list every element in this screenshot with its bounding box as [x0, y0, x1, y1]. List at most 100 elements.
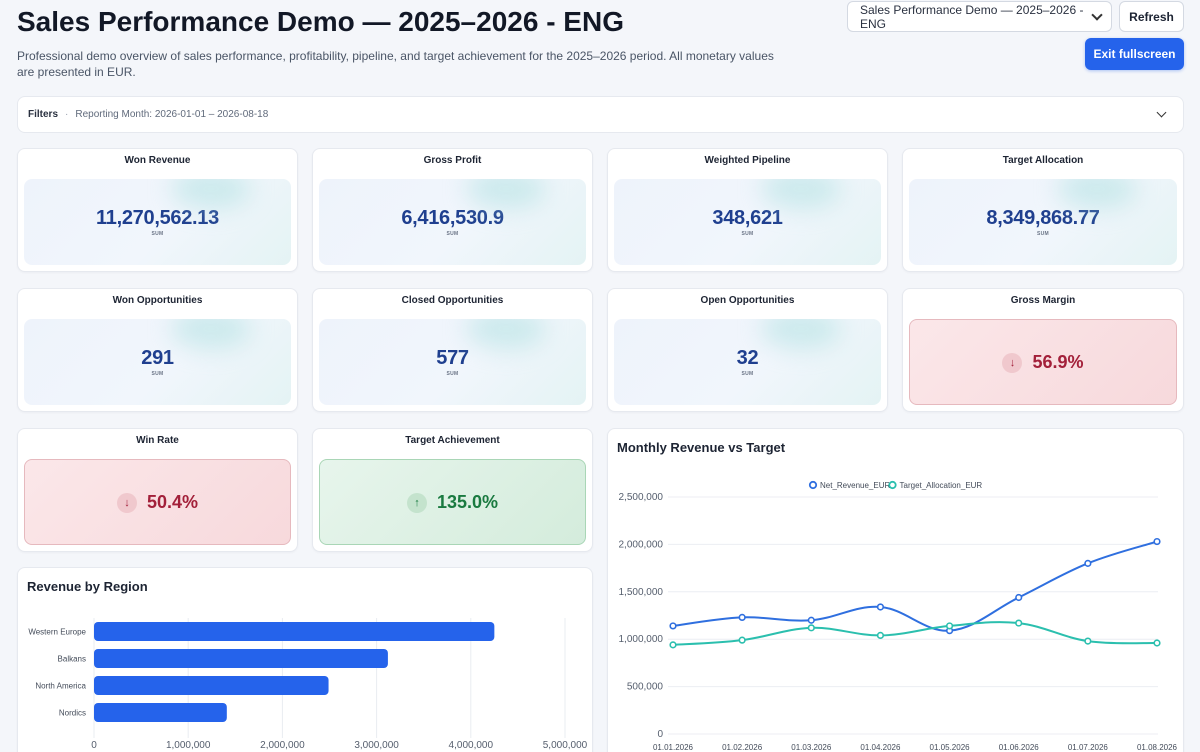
kpi-panel: 291 SUM — [24, 319, 291, 405]
kpi-aggregation-label: SUM — [151, 231, 164, 237]
monthly-revenue-vs-target-chart: 0 500,000 1,000,000 1,500,000 2,000,000 2,500… — [619, 480, 1178, 752]
kpi-panel: 6,416,530.9 SUM — [319, 179, 586, 265]
kpi-panel: 577 SUM — [319, 319, 586, 405]
chart-title: Monthly Revenue vs Target — [617, 440, 786, 455]
kpi-panel: 32 SUM — [614, 319, 881, 405]
kpi-value: 291 — [141, 347, 174, 369]
kpi-card-win-rate: Win Rate ↓ 50.4% — [17, 428, 298, 552]
filters-bar[interactable]: Filters · Reporting Month: 2026-01-01 – … — [17, 96, 1184, 133]
kpi-aggregation-label: SUM — [741, 231, 754, 237]
kpi-panel: ↑ 135.0% — [319, 459, 586, 545]
kpi-title: Target Allocation — [1002, 155, 1084, 166]
kpi-value: 348,621 — [712, 207, 783, 229]
data-point — [1015, 619, 1023, 627]
kpi-aggregation-label: SUM — [446, 231, 459, 237]
x-tick-label: 01.06.2026 — [999, 743, 1040, 752]
data-point — [669, 622, 677, 630]
data-point — [738, 636, 746, 644]
kpi-aggregation-label: SUM — [741, 371, 754, 377]
kpi-title: Closed Opportunities — [401, 295, 504, 306]
chart-title: Revenue by Region — [27, 579, 148, 594]
bar — [94, 649, 388, 668]
exit-fullscreen-button[interactable]: Exit fullscreen — [1085, 38, 1184, 70]
kpi-card-gross-margin: Gross Margin ↓ 56.9% — [902, 288, 1184, 412]
kpi-delta: ↑ 135.0% — [320, 492, 585, 513]
bar — [94, 622, 495, 641]
x-tick-label: 2,000,000 — [260, 740, 305, 751]
data-point — [1153, 537, 1161, 546]
y-tick-label: 1,000,000 — [619, 634, 664, 645]
x-tick-label: 5,000,000 — [543, 740, 588, 751]
kpi-card-won-opportunities: Won Opportunities 291 SUM — [17, 288, 298, 412]
data-point — [738, 613, 746, 621]
series-line — [672, 540, 1158, 632]
kpi-card-closed-opportunities: Closed Opportunities 577 SUM — [312, 288, 593, 412]
kpi-title: Gross Margin — [1010, 295, 1076, 306]
kpi-value: 50.4% — [146, 492, 199, 512]
filters-summary: Reporting Month: 2026-01-01 – 2026-08-18 — [75, 109, 269, 120]
kpi-card-open-opportunities: Open Opportunities 32 SUM — [607, 288, 888, 412]
arrow-up-icon: ↑ — [406, 492, 427, 513]
page-subtitle: Professional demo overview of sales perf… — [17, 49, 774, 79]
dashboard-select-value: Sales Performance Demo — 2025–2026 - ENG — [860, 2, 1084, 31]
monthly-revenue-vs-target-card: Monthly Revenue vs Target 0 500,000 1,000,… — [607, 428, 1184, 752]
kpi-panel: ↓ 50.4% — [24, 459, 291, 545]
y-category-label: Balkans — [58, 655, 86, 664]
revenue-by-region-chart: 0 1,000,000 2,000,000 3,000,000 4,000,000 5,0… — [28, 618, 588, 751]
data-point — [876, 631, 885, 640]
data-point — [1153, 639, 1161, 647]
series-line — [672, 621, 1158, 646]
x-tick-label: 01.05.2026 — [930, 743, 971, 752]
data-point — [1084, 637, 1092, 645]
y-tick-label: 1,500,000 — [619, 587, 664, 598]
kpi-title: Weighted Pipeline — [704, 155, 791, 166]
kpi-title: Gross Profit — [423, 155, 482, 166]
kpi-value: 135.0% — [436, 492, 499, 512]
kpi-value: 11,270,562.13 — [96, 207, 219, 229]
y-category-label: Nordics — [59, 709, 86, 718]
kpi-card-target-allocation: Target Allocation 8,349,868.77 SUM — [902, 148, 1184, 272]
kpi-title: Won Opportunities — [112, 295, 203, 306]
kpi-value: 32 — [736, 347, 759, 369]
refresh-button[interactable]: Refresh — [1119, 1, 1184, 32]
kpi-title: Open Opportunities — [700, 295, 795, 306]
x-tick-label: 0 — [91, 740, 97, 751]
kpi-card-gross-profit: Gross Profit 6,416,530.9 SUM — [312, 148, 593, 272]
data-point — [1015, 593, 1023, 602]
kpi-delta: ↓ 56.9% — [910, 352, 1176, 373]
kpi-title: Win Rate — [136, 435, 179, 446]
x-tick-label: 01.02.2026 — [722, 743, 763, 752]
legend-marker — [888, 480, 897, 490]
y-tick-label: 2,000,000 — [619, 539, 664, 550]
kpi-aggregation-label: SUM — [1036, 231, 1049, 237]
x-tick-label: 01.04.2026 — [860, 743, 901, 752]
kpi-title: Target Achievement — [405, 435, 500, 446]
y-category-label: North America — [35, 682, 86, 691]
kpi-value: 6,416,530.9 — [401, 207, 504, 229]
x-tick-label: 01.07.2026 — [1068, 743, 1109, 752]
legend-label: Target_Allocation_EUR — [900, 481, 983, 490]
kpi-value: 8,349,868.77 — [986, 207, 1100, 229]
bar — [94, 703, 227, 722]
filters-label: Filters — [28, 109, 59, 120]
chevron-down-icon[interactable] — [1156, 107, 1167, 118]
x-tick-label: 01.03.2026 — [791, 743, 832, 752]
kpi-delta: ↓ 50.4% — [25, 492, 290, 513]
legend-marker — [808, 480, 818, 490]
revenue-by-region-card: Revenue by Region 0 1,000,000 2,000,000 3,0… — [17, 567, 593, 752]
kpi-panel: 8,349,868.77 SUM — [909, 179, 1177, 265]
x-tick-label: 4,000,000 — [449, 740, 494, 751]
kpi-card-won-revenue: Won Revenue 11,270,562.13 SUM — [17, 148, 298, 272]
data-point — [1084, 559, 1092, 567]
y-tick-label: 2,500,000 — [619, 492, 664, 503]
kpi-aggregation-label: SUM — [151, 371, 164, 377]
dashboard-select[interactable]: Sales Performance Demo — 2025–2026 - ENG — [847, 1, 1112, 32]
y-category-label: Western Europe — [28, 628, 86, 637]
filters-separator: · — [65, 109, 69, 120]
bar — [94, 676, 329, 695]
x-tick-label: 01.01.2026 — [653, 743, 694, 752]
arrow-down-icon: ↓ — [1002, 352, 1023, 373]
kpi-panel: 11,270,562.13 SUM — [24, 179, 291, 265]
kpi-card-weighted-pipeline: Weighted Pipeline 348,621 SUM — [607, 148, 888, 272]
kpi-aggregation-label: SUM — [446, 371, 459, 377]
